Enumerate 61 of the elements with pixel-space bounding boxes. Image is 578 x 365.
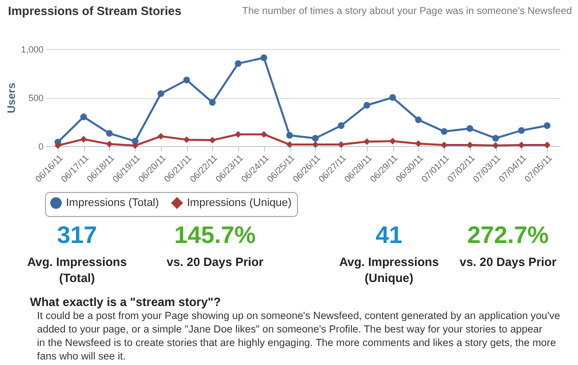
point: [492, 142, 499, 149]
text: It could be a post from your Page showing up on someone's Newsfeed, content generated by an application you've: [37, 311, 560, 322]
text: Avg. Impressions: [339, 255, 440, 269]
text: vs. 20 Days Prior: [460, 255, 557, 269]
point: [260, 131, 268, 138]
point: [234, 131, 242, 138]
point: [54, 142, 62, 149]
point: [415, 140, 422, 147]
point: [466, 142, 474, 148]
point: [80, 114, 87, 120]
legend-label: Impressions (Total): [66, 197, 159, 209]
text: vs. 20 Days Prior: [166, 255, 264, 269]
text: 272.7%: [467, 222, 549, 249]
text: (Total): [59, 271, 95, 285]
point: [312, 141, 319, 148]
text: Avg. Impressions: [27, 255, 128, 269]
point: [183, 76, 190, 84]
point: [544, 142, 550, 148]
point: [209, 136, 216, 144]
point: [183, 136, 190, 144]
point: [132, 142, 138, 149]
point: [158, 132, 164, 140]
text: in the Newsfeed is to create stories that are highly engaging. The more comments and likes a story gets, the more: [37, 338, 556, 349]
y-tick-label: 500: [28, 93, 44, 103]
text: (Unique): [364, 271, 414, 285]
legend-label: Impressions (Unique): [187, 197, 292, 209]
text: 317: [56, 222, 98, 249]
chart-subtitle: The number of times a story about your Page was in someone's Newsfeed: [242, 6, 572, 17]
point: [492, 134, 499, 142]
text: added to your page, or a simple "Jane Doe likes" on someone's Profile. The best way for your stories to appear: [37, 324, 543, 336]
point: [286, 141, 293, 148]
point: [364, 138, 370, 145]
text: fans who will see it.: [37, 352, 126, 362]
point: [158, 90, 164, 97]
point: [260, 54, 268, 62]
text: What exactly is a "stream story"?: [30, 295, 221, 309]
point: [364, 102, 370, 109]
text: 41: [376, 222, 402, 249]
point: [234, 60, 242, 67]
point: [518, 127, 525, 134]
y-tick-label: 1,000: [20, 44, 44, 54]
point: [80, 136, 87, 143]
point: [106, 140, 113, 148]
point: [544, 122, 550, 129]
point: [106, 130, 113, 137]
y-axis-title: Users: [6, 82, 18, 114]
point: [338, 141, 344, 148]
point: [286, 132, 293, 139]
point: [209, 99, 216, 106]
point: [440, 128, 448, 135]
point: [466, 125, 474, 132]
chart-title: Impressions of Stream Stories: [8, 4, 182, 18]
point: [338, 122, 344, 129]
point: [389, 138, 396, 145]
point: [312, 134, 319, 142]
y-tick-label: 0: [38, 142, 44, 152]
point: [518, 142, 525, 148]
point: [415, 116, 422, 124]
point: [440, 142, 448, 148]
text: 145.7%: [174, 222, 256, 249]
point: [389, 94, 396, 101]
